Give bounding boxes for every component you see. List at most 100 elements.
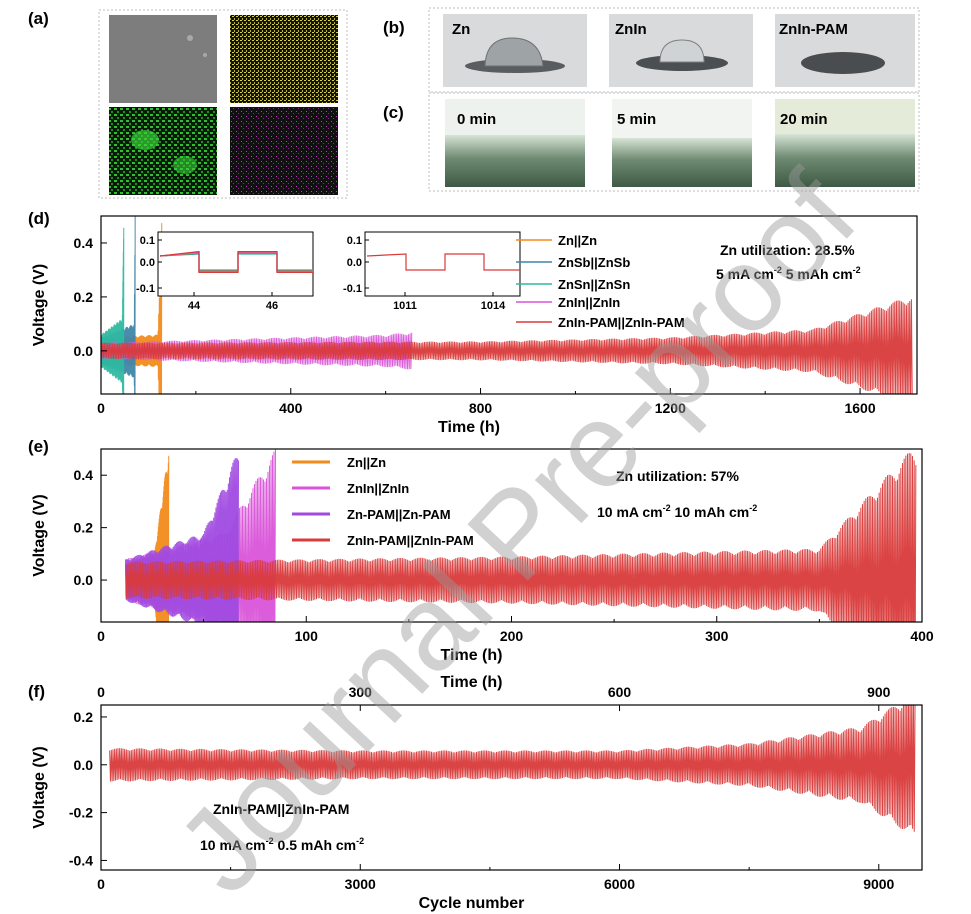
eds-cluster bbox=[173, 156, 197, 174]
legend-label-znin-pam: ZnIn-PAM||ZnIn-PAM bbox=[347, 533, 474, 548]
chart-d-cap: 5 mAh cm bbox=[782, 266, 853, 282]
photo-label-znin-pam: ZnIn-PAM bbox=[779, 21, 848, 38]
plot-frame bbox=[100, 215, 918, 395]
inset-y-tick-label: -0.1 bbox=[136, 283, 155, 295]
inset-frame bbox=[364, 231, 521, 297]
photo-label-znin: ZnIn bbox=[615, 21, 647, 38]
x-axis-label: Time (h) bbox=[438, 419, 500, 436]
panel-b-frame bbox=[428, 7, 920, 93]
x-tick-label: 1600 bbox=[844, 400, 875, 416]
deposition-layer bbox=[612, 138, 752, 187]
legend-label-znin: ZnIn||ZnIn bbox=[558, 295, 620, 310]
panel-label-b: (b) bbox=[383, 18, 405, 37]
x2-axis-label: Time (h) bbox=[441, 674, 503, 691]
legend-label-zn: Zn||Zn bbox=[558, 233, 597, 248]
chart-d-conditions: 5 mA cm-2 5 mAh cm-2 bbox=[716, 265, 861, 282]
x-tick-label: 100 bbox=[295, 628, 319, 644]
x-tick-label: 0 bbox=[97, 400, 105, 416]
plot-area bbox=[109, 705, 916, 832]
eds-map-yellow bbox=[230, 15, 338, 103]
inset-frame bbox=[157, 231, 314, 297]
chart-f-cap: 0.5 mAh cm bbox=[274, 837, 356, 853]
x-tick-label: 1200 bbox=[655, 400, 686, 416]
inset-x-tick-label: 1014 bbox=[481, 300, 506, 312]
chart-e-legend: Zn||Zn ZnIn||ZnIn Zn-PAM||Zn-PAM ZnIn-PA… bbox=[292, 455, 474, 548]
y-tick-label: 0.0 bbox=[74, 343, 94, 359]
legend-label-znin-pam: ZnIn-PAM||ZnIn-PAM bbox=[558, 315, 685, 330]
y-tick-label: 0.0 bbox=[74, 757, 94, 773]
plot-area bbox=[101, 216, 913, 394]
chart-f-cd-sup: -2 bbox=[266, 836, 274, 846]
droplet-znin-pam bbox=[801, 52, 885, 74]
inset-y-tick-label: -0.1 bbox=[343, 283, 362, 295]
photo-label-0min: 0 min bbox=[457, 111, 496, 128]
x-tick-label: 800 bbox=[469, 400, 493, 416]
chart-e-cd-sup: -2 bbox=[663, 503, 671, 513]
legend-label-zn: Zn||Zn bbox=[347, 455, 386, 470]
chart-d-cap-sup: -2 bbox=[853, 265, 861, 275]
eds-map-green bbox=[109, 107, 217, 195]
photo-label-zn: Zn bbox=[452, 21, 470, 38]
deposition-layer bbox=[445, 135, 585, 187]
droplet-zn bbox=[484, 37, 544, 67]
x-axis-label: Time (h) bbox=[441, 647, 503, 664]
sem-particle bbox=[203, 53, 207, 57]
chart-e-utilization: Zn utilization: 57% bbox=[616, 468, 739, 484]
panel-label-d: (d) bbox=[28, 209, 50, 228]
inset-trace-znin_pam bbox=[366, 253, 520, 271]
y-tick-label: 0.2 bbox=[74, 520, 94, 536]
inset-y-tick-label: 0.0 bbox=[140, 257, 155, 269]
chart-f-conditions: 10 mA cm-2 0.5 mAh cm-2 bbox=[200, 836, 364, 853]
y-tick-label: 0.0 bbox=[74, 572, 94, 588]
y-tick-label: 0.2 bbox=[74, 289, 94, 305]
eds-cluster bbox=[131, 130, 159, 150]
series-znin_pam bbox=[109, 705, 916, 832]
series-znin bbox=[101, 332, 413, 370]
legend-label-zn-pam: Zn-PAM||Zn-PAM bbox=[347, 507, 451, 522]
inset-trace-znin_pam bbox=[159, 250, 313, 273]
x2-tick-label: 900 bbox=[867, 684, 891, 700]
panel-label-f: (f) bbox=[28, 682, 45, 701]
photo-label-20min: 20 min bbox=[780, 111, 828, 128]
y-axis-label: Voltage (V) bbox=[31, 746, 48, 828]
y-axis-label: Voltage (V) bbox=[31, 494, 48, 576]
x-tick-label: 400 bbox=[279, 400, 303, 416]
x2-tick-label: 300 bbox=[349, 684, 373, 700]
x-tick-label: 400 bbox=[910, 628, 934, 644]
y-axis-label: Voltage (V) bbox=[31, 264, 48, 346]
plot-area bbox=[125, 449, 917, 622]
chart-f-cd: 10 mA cm bbox=[200, 837, 266, 853]
x-tick-label: 0 bbox=[97, 876, 105, 892]
x-axis-label: Cycle number bbox=[419, 895, 525, 912]
sem-particle bbox=[187, 35, 193, 41]
panel-label-a: (a) bbox=[28, 9, 49, 28]
chart-e-cap: 10 mAh cm bbox=[671, 504, 750, 520]
chart-e-cap-sup: -2 bbox=[749, 503, 757, 513]
legend-label-znsn: ZnSn||ZnSn bbox=[558, 277, 630, 292]
inset-y-tick-label: 0.0 bbox=[347, 257, 362, 269]
panel-label-e: (e) bbox=[28, 437, 49, 456]
panel-label-c: (c) bbox=[383, 103, 404, 122]
chart-d-cd: 5 mA cm bbox=[716, 266, 774, 282]
x-tick-label: 6000 bbox=[604, 876, 635, 892]
droplet-znin bbox=[659, 39, 705, 63]
chart-d-legend: Zn||Zn ZnSb||ZnSb ZnSn||ZnSn ZnIn||ZnIn … bbox=[516, 233, 685, 330]
inset-x-tick-label: 44 bbox=[188, 300, 201, 312]
inset-x-tick-label: 1011 bbox=[393, 300, 417, 312]
chart-e-cd: 10 mA cm bbox=[597, 504, 663, 520]
inset-x-tick-label: 46 bbox=[266, 300, 278, 312]
legend-label-znin: ZnIn||ZnIn bbox=[347, 481, 409, 496]
x-tick-label: 0 bbox=[97, 628, 105, 644]
sem-image bbox=[109, 15, 217, 103]
plot-frame bbox=[100, 704, 923, 871]
photo-label-5min: 5 min bbox=[617, 111, 656, 128]
chart-e: 0 100 200 300 400 0.0 0.2 0.4 Time (h) Voltage (V… bbox=[31, 448, 934, 664]
x2-tick-label: 600 bbox=[608, 684, 632, 700]
y-tick-label: -0.2 bbox=[69, 805, 93, 821]
inset-y-tick-label: 0.1 bbox=[347, 235, 362, 247]
x-tick-label: 3000 bbox=[345, 876, 376, 892]
chart-d-cd-sup: -2 bbox=[774, 265, 782, 275]
y-tick-label: 0.2 bbox=[74, 709, 94, 725]
x-tick-label: 300 bbox=[705, 628, 729, 644]
